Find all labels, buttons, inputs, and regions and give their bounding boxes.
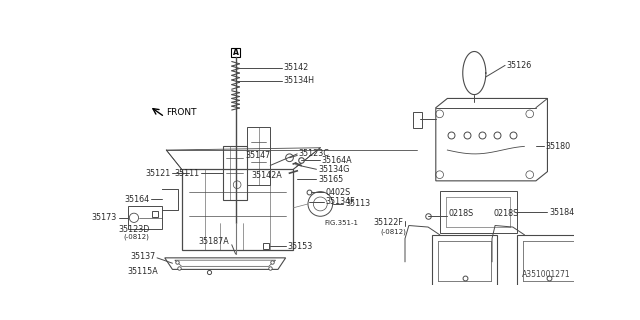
Text: A: A	[547, 292, 552, 301]
Bar	[545, 292, 554, 301]
Bar	[223, 146, 247, 200]
Text: 35113: 35113	[345, 199, 370, 208]
Text: 0402S: 0402S	[326, 188, 351, 197]
Text: 35173: 35173	[92, 213, 117, 222]
Text: A: A	[233, 48, 239, 57]
Bar	[516, 235, 582, 287]
Text: 35122F: 35122F	[579, 290, 608, 299]
Text: 35123C: 35123C	[299, 149, 330, 158]
Text: 35180: 35180	[545, 142, 570, 151]
Text: (0812-): (0812-)	[580, 301, 607, 307]
Text: 35134G: 35134G	[318, 165, 349, 174]
Text: 35134F: 35134F	[326, 197, 355, 206]
Text: 35142A: 35142A	[251, 171, 282, 180]
Text: 35187A: 35187A	[198, 237, 230, 246]
Text: A: A	[461, 292, 468, 301]
Text: 35164A: 35164A	[322, 156, 353, 164]
Text: 35122F: 35122F	[374, 218, 403, 227]
Text: 35164: 35164	[124, 195, 149, 204]
Text: 35115A: 35115A	[128, 267, 159, 276]
Bar	[231, 48, 240, 57]
Bar	[247, 127, 270, 185]
Text: 35184: 35184	[549, 208, 574, 217]
Text: 35134H: 35134H	[284, 76, 314, 85]
Text: 35126: 35126	[507, 61, 532, 70]
Text: 0218S: 0218S	[493, 209, 519, 218]
Text: (-0812): (-0812)	[381, 228, 406, 235]
Bar	[440, 191, 516, 233]
Text: 35121: 35121	[146, 169, 171, 178]
Text: A351001271: A351001271	[522, 270, 570, 279]
Text: (-0812): (-0812)	[123, 234, 149, 240]
Bar	[182, 169, 293, 250]
Bar	[413, 112, 422, 129]
Bar	[460, 292, 469, 301]
Text: FRONT: FRONT	[166, 108, 197, 117]
Text: 35165: 35165	[318, 175, 343, 184]
Text: 0218S: 0218S	[449, 209, 474, 218]
Text: 35123D: 35123D	[118, 225, 150, 234]
Text: 35142: 35142	[284, 63, 308, 72]
Text: 35115E: 35115E	[449, 307, 479, 316]
Text: FIG.351-1: FIG.351-1	[324, 220, 358, 226]
Bar	[432, 235, 497, 287]
Text: 35111: 35111	[174, 169, 200, 178]
Text: 35147: 35147	[245, 151, 270, 160]
Text: 35115E: 35115E	[534, 307, 564, 316]
Text: 0218S: 0218S	[594, 209, 619, 218]
Bar	[128, 206, 163, 229]
Text: 35137: 35137	[131, 252, 156, 261]
Text: 35153: 35153	[287, 242, 312, 251]
